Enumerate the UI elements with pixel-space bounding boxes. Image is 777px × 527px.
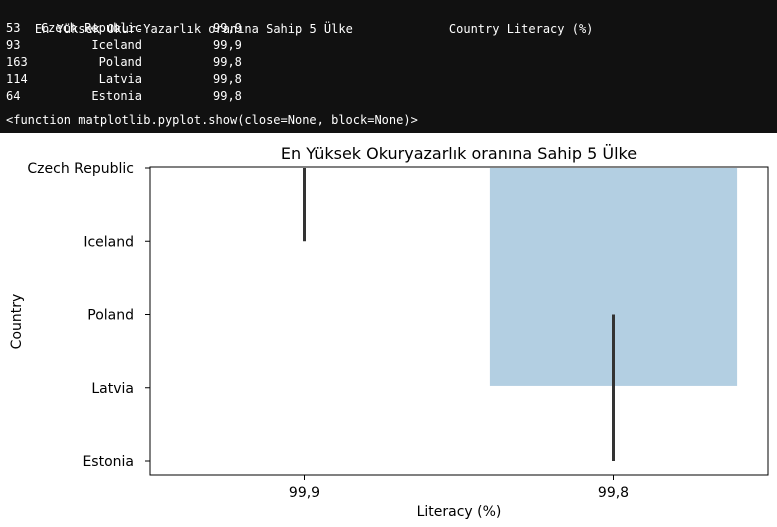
- row-country: Estonia: [91, 89, 142, 103]
- y-axis-label: Country: [9, 294, 25, 350]
- row-index: 93: [6, 38, 21, 52]
- row-country: Czech Republic: [40, 21, 142, 35]
- console-header: En Yüksek Okur-Yazarlık oranına Sahip 5 …: [6, 4, 353, 55]
- plot-frame: [149, 166, 769, 476]
- y-tick-label: Iceland: [83, 234, 134, 250]
- row-literacy: 99,8: [213, 89, 242, 103]
- row-country: Iceland: [91, 38, 142, 52]
- row-literacy: 99,9: [213, 38, 242, 52]
- x-tick-label: 99,8: [598, 485, 629, 501]
- row-literacy: 99,8: [213, 55, 242, 69]
- console-output: En Yüksek Okur-Yazarlık oranına Sahip 5 …: [0, 0, 777, 133]
- y-tick-label: Latvia: [91, 381, 134, 397]
- row-index: 163: [6, 55, 28, 69]
- row-index: 64: [6, 89, 21, 103]
- row-index: 53: [6, 21, 21, 35]
- x-tick-label: 99,9: [289, 485, 320, 501]
- row-country: Latvia: [98, 72, 142, 86]
- console-repr-line: <function matplotlib.pyplot.show(close=N…: [6, 113, 418, 127]
- chart-title: En Yüksek Okuryazarlık oranına Sahip 5 Ü…: [281, 144, 637, 163]
- row-country: Poland: [98, 55, 142, 69]
- y-tick-label: Estonia: [82, 454, 134, 470]
- console-header-title: En Yüksek Okur-Yazarlık oranına Sahip 5 …: [34, 22, 353, 36]
- row-literacy: 99,9: [213, 21, 242, 35]
- row-index: 114: [6, 72, 28, 86]
- row-literacy: 99,8: [213, 72, 242, 86]
- x-axis-label: Literacy (%): [417, 504, 502, 520]
- y-tick-label: Czech Republic: [27, 161, 134, 177]
- y-tick-label: Poland: [87, 308, 134, 324]
- console-header-columns: Country Literacy (%): [448, 22, 594, 36]
